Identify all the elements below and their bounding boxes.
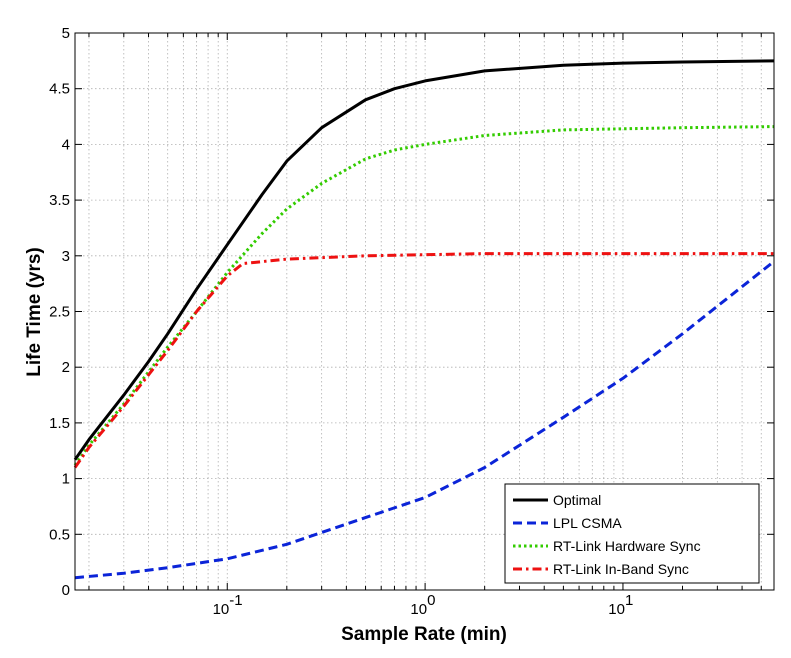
y-tick-label: 1.5 (49, 415, 70, 432)
x-tick-base: 10 (213, 601, 230, 618)
y-axis-label: Life Time (yrs) (24, 247, 45, 377)
legend-label: LPL CSMA (553, 515, 622, 531)
series-lines (73, 59, 775, 580)
series-line-1 (74, 260, 775, 580)
legend-label: Optimal (553, 492, 601, 508)
y-tick-label: 5 (62, 25, 70, 42)
x-tick-exponent: 1 (625, 592, 633, 609)
y-tick-label: 1 (62, 471, 70, 488)
y-tick-label: 0 (62, 582, 70, 599)
x-tick-label: 100 (410, 592, 435, 618)
x-tick-exponent: -1 (229, 592, 242, 609)
y-tick-label: 0.5 (49, 526, 70, 543)
x-tick-base: 10 (410, 601, 427, 618)
x-tick-base: 10 (608, 601, 625, 618)
x-axis-label: Sample Rate (min) (341, 624, 507, 645)
x-tick-exponent: 0 (427, 592, 435, 609)
axis-ticks (75, 32, 774, 591)
series-line-0 (73, 59, 775, 461)
y-tick-label: 3 (62, 248, 70, 265)
y-tick-label: 2.5 (49, 304, 70, 321)
y-tick-label: 4.5 (49, 81, 70, 98)
legend: Optimal LPL CSMA RT-Link Hardware Sync RT-L… (504, 483, 760, 584)
y-tick-label: 4 (62, 136, 70, 153)
x-tick-label: 10-1 (213, 592, 243, 618)
series-line-3 (73, 252, 774, 469)
legend-label: RT-Link Hardware Sync (553, 538, 701, 554)
x-tick-label: 101 (608, 592, 633, 618)
y-tick-label: 3.5 (49, 192, 70, 209)
legend-label: RT-Link In-Band Sync (553, 561, 689, 577)
series-line-2 (73, 125, 775, 467)
y-tick-label: 2 (62, 359, 70, 376)
